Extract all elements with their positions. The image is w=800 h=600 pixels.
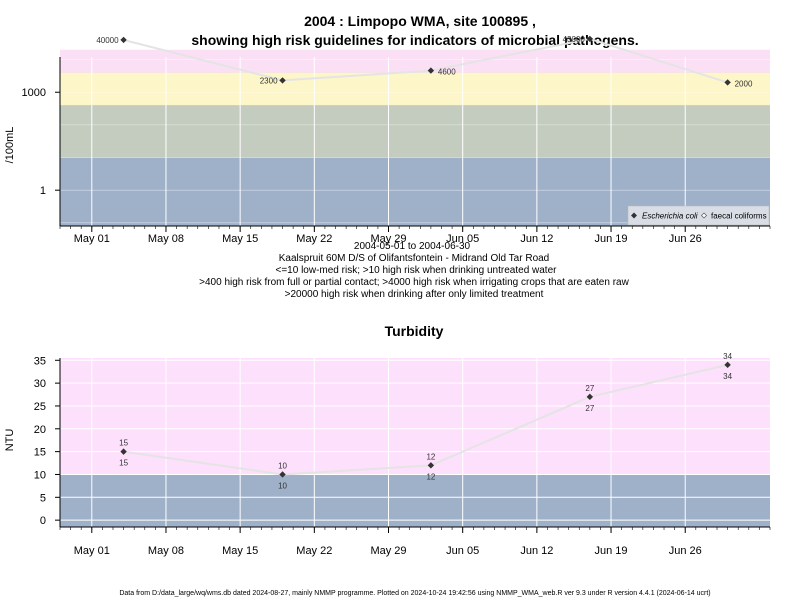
- turbidity-point: [279, 471, 286, 478]
- chart2-axes: May 01 May 08 May 15 May 22 May 29 Jun 05 Jun …: [34, 355, 771, 557]
- ecoli-point: [279, 77, 286, 84]
- ecoli-data-label: 2000: [735, 79, 753, 88]
- band-low-med: [60, 105, 770, 158]
- chart1-title-line2: showing high risk guidelines for indicat…: [191, 32, 638, 48]
- y-tick-label: 0: [40, 515, 46, 527]
- chart1-axes: May 01 May 08 May 15 May 22 May 29 Jun 05 Jun …: [22, 57, 771, 245]
- chart2-ylabel: NTU: [4, 429, 16, 452]
- chart2-series: 15 15 10 10 12 12 27 27 34 34: [119, 352, 732, 491]
- caption-line-2: Kaalspruit 60M D/S of Olifantsfontein - …: [279, 253, 550, 264]
- x-tick-label: Jun 26: [669, 233, 702, 245]
- turbidity-point: [427, 462, 435, 469]
- chart1-ylabel: /100mL: [4, 127, 16, 164]
- chart1-series: 40000 2300 4600 43000 2000: [96, 35, 753, 89]
- y-tick-label: 5: [40, 492, 46, 504]
- y-tick-label: 20: [34, 424, 46, 436]
- footer-note: Data from D:/data_large/wq/wms.db dated …: [119, 590, 710, 597]
- y-tick-label: 10: [34, 469, 46, 481]
- chart1-gridlines: [60, 57, 770, 226]
- ecoli-data-label: 4600: [438, 68, 456, 77]
- caption-line-1: 2004-05-01 to 2004-06-30: [354, 241, 471, 252]
- caption-line-3: <=10 low-med risk; >10 high risk when dr…: [276, 265, 558, 276]
- chart2-gridlines: [60, 358, 770, 527]
- chart1-title-line1: 2004 : Limpopo WMA, site 100895 ,: [304, 13, 536, 29]
- turbidity-point: [120, 448, 127, 455]
- legend-ecoli-marker: [631, 212, 637, 219]
- chart1-caption: 2004-05-01 to 2004-06-30 Kaalspruit 60M …: [199, 241, 629, 300]
- y-tick-label: 30: [34, 378, 46, 390]
- x-tick-label: May 29: [370, 233, 406, 245]
- chart2-title: Turbidity: [385, 323, 444, 339]
- x-tick-label: May 08: [148, 545, 184, 557]
- turbidity-label-below: 34: [723, 372, 732, 381]
- legend-box: [627, 205, 770, 226]
- turbidity-label-below: 10: [278, 481, 287, 490]
- legend-ecoli-label: Escherichia coli: [642, 212, 698, 221]
- chart1-risk-bands: [60, 49, 770, 226]
- x-tick-label: Jun 12: [520, 233, 553, 245]
- x-tick-label: May 15: [222, 545, 258, 557]
- turbidity-label-above: 12: [426, 452, 435, 461]
- turbidity-label-above: 15: [119, 439, 128, 448]
- x-tick-label: Jun 12: [520, 545, 553, 557]
- ecoli-data-label: 40000: [96, 36, 119, 45]
- y-tick-label: 1: [40, 185, 46, 197]
- ecoli-point: [427, 67, 435, 74]
- x-tick-label: May 01: [74, 233, 110, 245]
- y-tick-label: 15: [34, 447, 46, 459]
- x-tick-label: Jun 19: [595, 233, 628, 245]
- ecoli-point: [724, 79, 731, 86]
- caption-line-4: >400 high risk from full or partial cont…: [199, 277, 629, 288]
- y-tick-label: 35: [34, 355, 46, 367]
- ecoli-data-label: 43000: [563, 35, 586, 44]
- x-tick-label: May 15: [222, 233, 258, 245]
- turbidity-label-below: 15: [119, 459, 128, 468]
- ecoli-point: [120, 36, 127, 44]
- turbidity-label-below: 12: [426, 472, 435, 481]
- turbidity-label-above: 34: [723, 352, 732, 361]
- turbidity-label-below: 27: [585, 404, 594, 413]
- x-tick-label: May 29: [370, 545, 406, 557]
- x-tick-label: Jun 05: [446, 233, 479, 245]
- x-tick-label: May 22: [296, 233, 332, 245]
- turbidity-point: [586, 393, 594, 401]
- caption-line-5: >20000 high risk when drinking after onl…: [285, 289, 544, 300]
- x-tick-label: Jun 26: [669, 545, 702, 557]
- legend-faecal-label: faecal coliforms: [711, 212, 767, 221]
- legend-faecal-marker: [701, 212, 707, 219]
- turbidity-label-above: 10: [278, 461, 287, 470]
- y-tick-label: 25: [34, 401, 46, 413]
- chart1-legend: Escherichia coli faecal coliforms: [627, 205, 770, 226]
- x-tick-label: May 01: [74, 545, 110, 557]
- ecoli-data-label: 2300: [260, 76, 278, 85]
- x-tick-label: May 08: [148, 233, 184, 245]
- x-tick-label: Jun 19: [595, 545, 628, 557]
- turbidity-point: [724, 361, 731, 369]
- turbidity-label-above: 27: [585, 384, 594, 393]
- band-contact: [60, 72, 770, 106]
- x-tick-label: May 22: [296, 545, 332, 557]
- x-tick-label: Jun 05: [446, 545, 479, 557]
- y-tick-label: 1000: [22, 87, 46, 99]
- band-irrigation: [60, 49, 770, 73]
- band-low-turbidity: [60, 474, 770, 527]
- band-high-turbidity: [60, 358, 770, 475]
- chart2-risk-bands: [60, 358, 770, 527]
- ecoli-point: [586, 35, 594, 43]
